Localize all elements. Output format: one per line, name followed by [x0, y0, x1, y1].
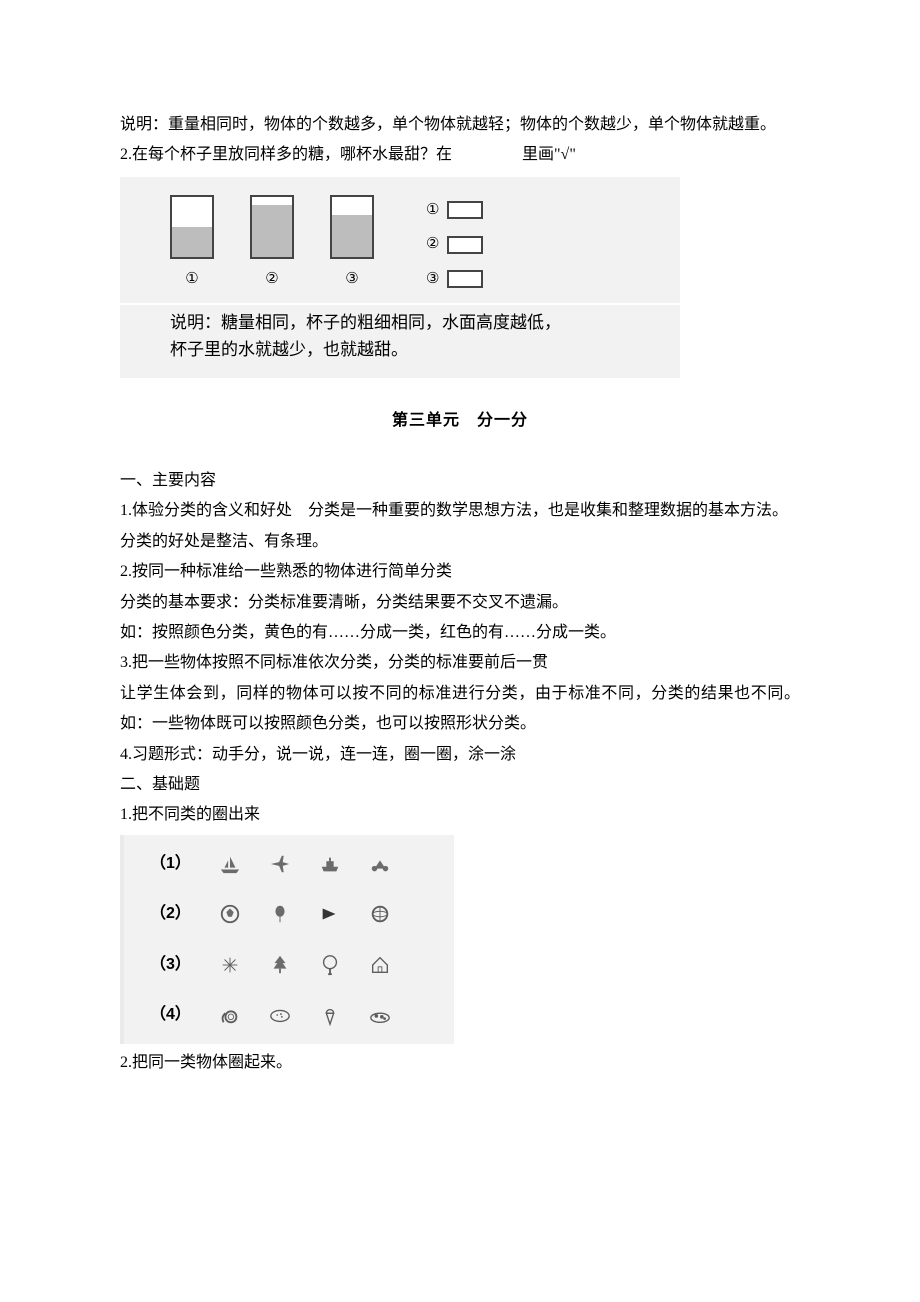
house-icon	[366, 953, 394, 977]
plane-icon	[266, 852, 294, 876]
ship-icon	[316, 852, 344, 876]
cat-row-2-num: （2）	[150, 899, 194, 929]
cup-3: ③	[330, 195, 374, 294]
answer-row-2: ②	[426, 230, 483, 259]
balloon-icon	[266, 902, 294, 926]
cookies-icon	[366, 1003, 394, 1027]
section1-p3: 3.把一些物体按照不同标准依次分类，分类的标准要前后一贯	[120, 648, 800, 678]
answer-row-1: ①	[426, 196, 483, 225]
q2-blank	[452, 158, 522, 159]
q2-suffix: 里画"√"	[522, 146, 576, 163]
cup-3-label: ③	[345, 265, 358, 294]
cat-row-1-num: （1）	[150, 849, 194, 879]
cat-row-1: （1）	[150, 849, 428, 879]
answer-box-group: ① ② ③	[426, 196, 483, 294]
cup-3-water	[332, 215, 372, 257]
section2-q1: 1.把不同类的圈出来	[120, 800, 800, 830]
cat-row-4: （4）	[150, 1000, 428, 1030]
cup-1-water	[172, 227, 212, 257]
answer-box-2[interactable]	[447, 236, 483, 254]
section2-q2: 2.把同一类物体圈起来。	[120, 1048, 800, 1078]
cup-2-water	[252, 205, 292, 257]
answer-label-3: ③	[426, 265, 439, 294]
pine-tree-icon	[266, 953, 294, 977]
cat-row-3: （3）	[150, 950, 428, 980]
question-2-text: 2.在每个杯子里放同样多的糖，哪杯水最甜？在 里画"√"	[120, 140, 800, 170]
categorize-figure: （1） （2） （3） （4）	[120, 835, 454, 1045]
answer-label-2: ②	[426, 230, 439, 259]
cat-row-4-num: （4）	[150, 1000, 194, 1030]
caption-line2: 杯子里的水就越少，也就越甜。	[170, 340, 408, 359]
globe-icon	[366, 902, 394, 926]
soccer-ball-icon	[216, 902, 244, 926]
section1-p1: 1.体验分类的含义和好处 分类是一种重要的数学思想方法，也是收集和整理数据的基本…	[120, 496, 800, 526]
q2-prefix: 2.在每个杯子里放同样多的糖，哪杯水最甜？在	[120, 146, 452, 163]
section1-heading: 一、主要内容	[120, 466, 800, 496]
section1-p4: 4.习题形式：动手分，说一说，连一连，圈一圈，涂一涂	[120, 740, 800, 770]
answer-row-3: ③	[426, 265, 483, 294]
cup-2-label: ②	[265, 265, 278, 294]
cup-1-label: ①	[185, 265, 198, 294]
motorcycle-icon	[366, 852, 394, 876]
caption-line1: 糖量相同，杯子的粗细相同，水面高度越低，	[221, 313, 561, 332]
boat-icon	[216, 852, 244, 876]
cups-caption: 说明：糖量相同，杯子的粗细相同，水面高度越低， 杯子里的水就越少，也就越甜。	[120, 305, 680, 377]
section1-p2b: 分类的基本要求：分类标准要清晰，分类结果要不交叉不遗漏。	[120, 588, 800, 618]
cat-row-3-num: （3）	[150, 950, 194, 980]
answer-label-1: ①	[426, 196, 439, 225]
fireworks-icon	[216, 953, 244, 977]
cup-2: ②	[250, 195, 294, 294]
unit-title: 第三单元 分一分	[120, 406, 800, 436]
weight-explain-text: 说明：重量相同时，物体的个数越多，单个物体就越轻；物体的个数越少，单个物体就越重…	[120, 110, 800, 140]
round-tree-icon	[316, 953, 344, 977]
triangle-icon	[316, 902, 344, 926]
cup-1: ①	[170, 195, 214, 294]
answer-box-1[interactable]	[447, 201, 483, 219]
icecream-icon	[316, 1003, 344, 1027]
snail-icon	[216, 1003, 244, 1027]
section1-p1b: 分类的好处是整洁、有条理。	[120, 527, 800, 557]
section1-p2: 2.按同一种标准给一些熟悉的物体进行简单分类	[120, 557, 800, 587]
section1-p2c: 如：按照颜色分类，黄色的有……分成一类，红色的有……分成一类。	[120, 618, 800, 648]
cups-figure: ① ② ③ ① ② ③	[120, 177, 680, 304]
section2-heading: 二、基础题	[120, 770, 800, 800]
answer-box-3[interactable]	[447, 270, 483, 288]
section1-p3b: 让学生体会到，同样的物体可以按不同的标准进行分类，由于标准不同，分类的结果也不同…	[120, 679, 800, 740]
pizza-icon	[266, 1003, 294, 1027]
cat-row-2: （2）	[150, 899, 428, 929]
caption-prefix: 说明：	[170, 313, 221, 332]
